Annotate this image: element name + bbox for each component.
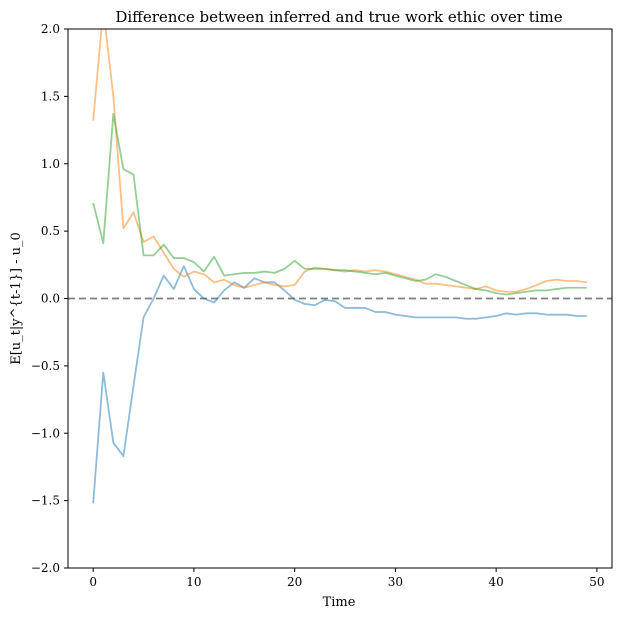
y-tick-label: 1.5 xyxy=(41,89,60,103)
plot-frame xyxy=(67,28,613,569)
x-tick-label: 0 xyxy=(89,575,97,589)
y-tick-label: 0.5 xyxy=(41,224,60,238)
y-tick-label: 0.0 xyxy=(41,292,60,306)
y-tick-label: −1.0 xyxy=(31,426,60,440)
x-tick-label: 30 xyxy=(388,575,403,589)
x-tick-label: 10 xyxy=(186,575,201,589)
y-tick-label: 1.0 xyxy=(41,157,60,171)
y-tick-label: 2.0 xyxy=(41,22,60,36)
x-axis-label: Time xyxy=(323,595,356,610)
x-tick-label: 50 xyxy=(589,575,604,589)
x-tick-label: 20 xyxy=(287,575,302,589)
series-line-1 xyxy=(92,265,587,504)
y-tick-label: −2.0 xyxy=(31,561,60,575)
y-axis-label: E[u_t|y^{t-1}] - u_0 xyxy=(9,232,24,365)
y-tick-label: −0.5 xyxy=(31,359,60,373)
series-layer xyxy=(92,29,587,504)
x-tick-label: 40 xyxy=(489,575,504,589)
series-line-3 xyxy=(92,112,587,296)
y-tick-label: −1.5 xyxy=(31,494,60,508)
chart-title: Difference between inferred and true wor… xyxy=(115,8,562,26)
ticks-layer: 0 10 20 30 40 50 −2.0 −1.5 −1.0 −0.5 0.0 0.5 1.0 1.5 2… xyxy=(31,22,605,589)
